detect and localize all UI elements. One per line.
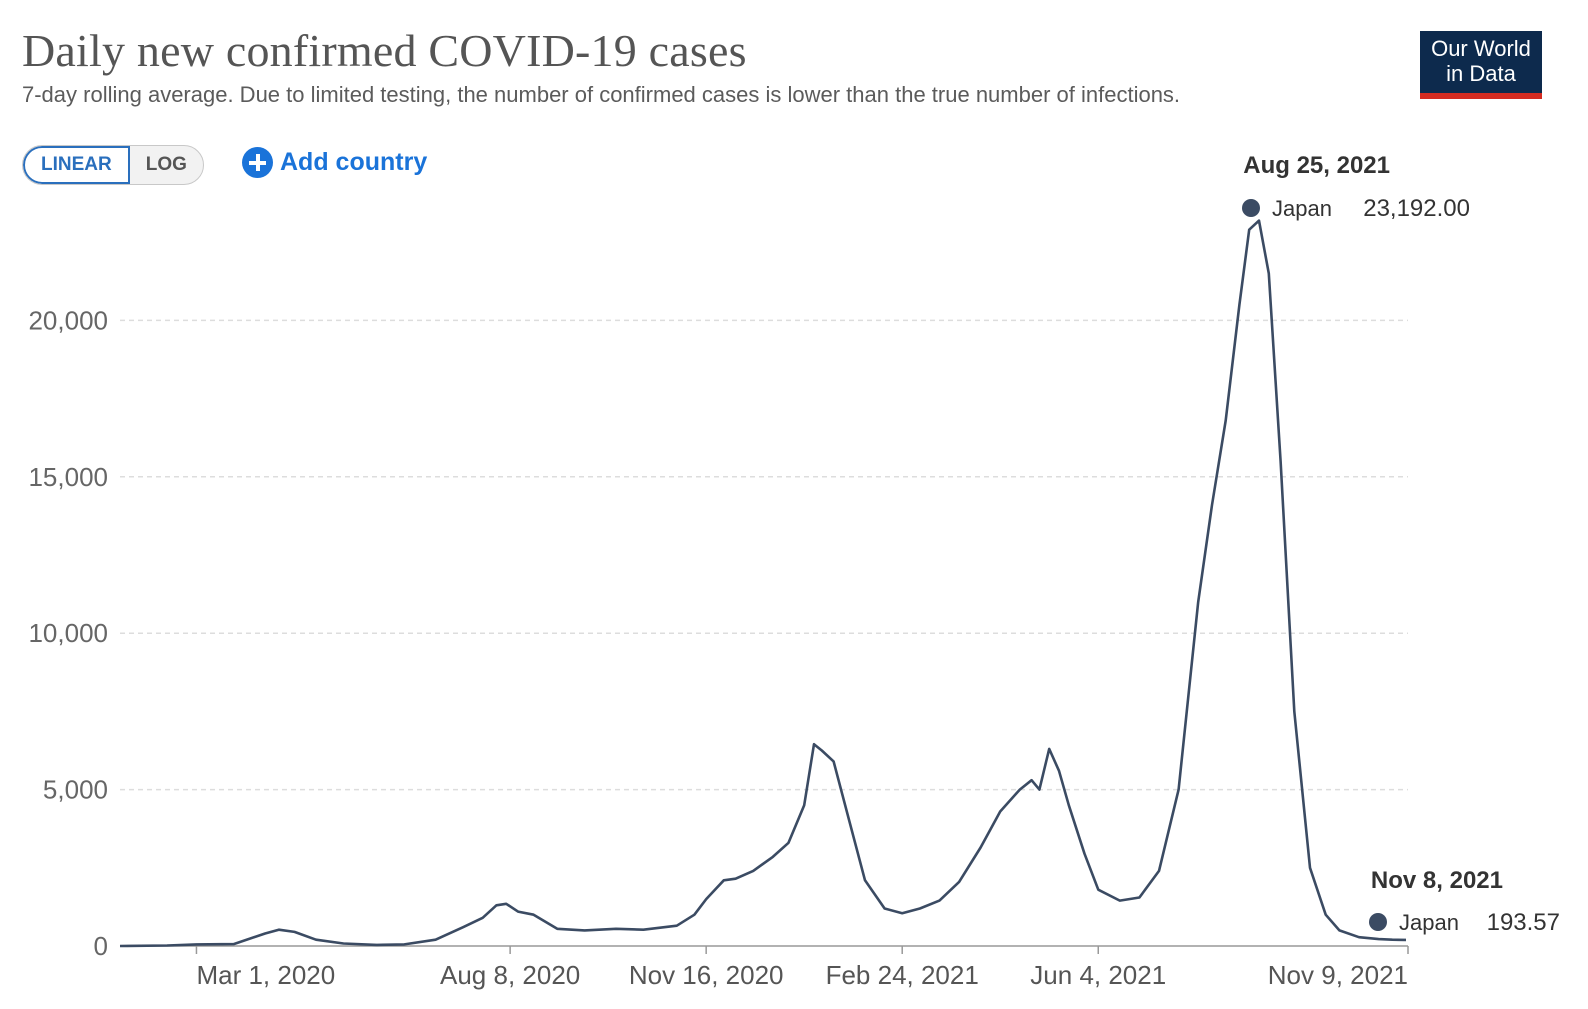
logo-line-1: Our World [1431, 36, 1531, 61]
x-tick-label: Feb 24, 2021 [826, 960, 979, 990]
tooltip-series-dot [1242, 199, 1260, 217]
y-tick-label: 5,000 [43, 775, 108, 805]
tooltip-value: 23,192.00 [1363, 195, 1470, 222]
x-tick-label: Jun 4, 2021 [1030, 960, 1166, 990]
add-country-button[interactable]: Add country [242, 147, 427, 178]
y-tick-label: 0 [94, 931, 108, 961]
chart-title: Daily new confirmed COVID-19 cases [22, 25, 747, 76]
tooltip-date: Nov 8, 2021 [1371, 867, 1503, 894]
plus-circle-icon [242, 147, 273, 178]
log-scale-button[interactable]: LOG [145, 154, 187, 175]
linear-scale-button[interactable]: LINEAR [23, 146, 130, 184]
chart-subtitle: 7-day rolling average. Due to limited te… [22, 82, 1181, 107]
series-line-japan [119, 219, 1407, 948]
x-tick-label: Nov 9, 2021 [1268, 960, 1408, 990]
logo-accent-bar [1420, 93, 1542, 99]
tooltip-date: Aug 25, 2021 [1243, 152, 1390, 179]
tooltip-layer: Aug 25, 2021 Japan 23,192.00 Nov 8, 2021 Jap… [1242, 152, 1560, 936]
tooltip-country: Japan [1272, 196, 1332, 221]
series-layer [119, 219, 1407, 948]
owid-logo[interactable]: Our World in Data [1420, 31, 1542, 99]
x-tick-label: Nov 16, 2020 [629, 960, 784, 990]
add-country-label: Add country [280, 148, 428, 176]
tooltip-value: 193.57 [1487, 909, 1560, 936]
x-tick-label: Mar 1, 2020 [196, 960, 335, 990]
y-tick-label: 20,000 [28, 305, 108, 335]
y-tick-label: 10,000 [28, 618, 108, 648]
y-tick-label: 15,000 [28, 462, 108, 492]
logo-line-2: in Data [1446, 61, 1516, 86]
y-axis: 0 5,000 10,000 15,000 20,000 [28, 305, 108, 961]
gridlines [120, 319, 1408, 791]
scale-toggle: LINEAR LOG [22, 145, 204, 185]
x-tick-label: Aug 8, 2020 [440, 960, 580, 990]
tooltip-country: Japan [1399, 910, 1459, 935]
tooltip-series-dot [1369, 913, 1387, 931]
x-axis: Mar 1, 2020 Aug 8, 2020 Nov 16, 2020 Feb 24… [120, 945, 1409, 990]
